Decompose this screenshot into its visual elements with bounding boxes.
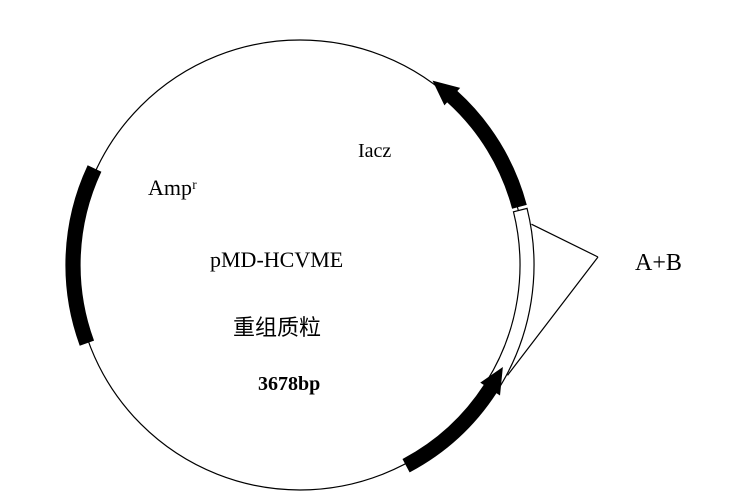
plasmid-size-label: 3678bp xyxy=(258,373,320,396)
lacz-bottom-arc xyxy=(403,385,496,472)
insert-arc xyxy=(487,208,534,389)
ab-label: A+B xyxy=(635,250,682,277)
plasmid-svg xyxy=(0,0,744,502)
callout-line-top xyxy=(531,224,598,257)
amp-label: Ampʳ xyxy=(148,175,197,201)
lacz-label: Iacz xyxy=(358,140,391,163)
lacz-top-arc xyxy=(447,91,526,208)
amp-arc xyxy=(66,166,101,345)
plasmid-name-label: pMD-HCVME xyxy=(210,247,343,273)
plasmid-desc-label: 重组质粒 xyxy=(233,310,321,342)
